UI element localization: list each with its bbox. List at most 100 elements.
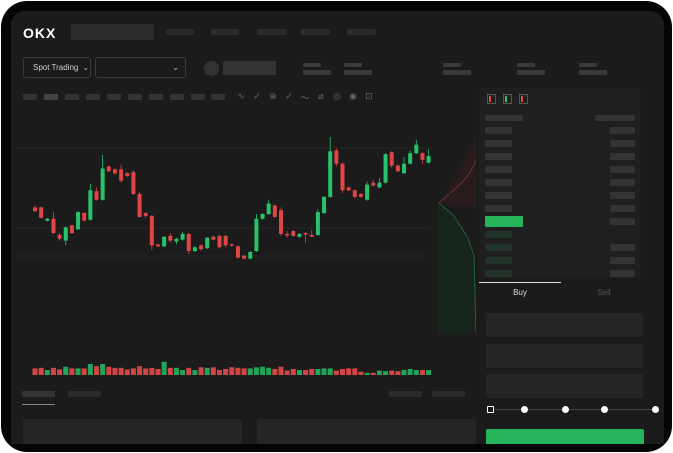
volume-bar bbox=[376, 370, 382, 375]
nav-item[interactable] bbox=[301, 29, 330, 35]
amount-slider[interactable] bbox=[491, 409, 656, 410]
stat-value bbox=[344, 70, 372, 75]
okx-logo[interactable]: OKX bbox=[23, 25, 57, 41]
timeframe-button[interactable] bbox=[44, 94, 58, 100]
volume-bar bbox=[137, 366, 143, 375]
tab-sell[interactable]: Sell bbox=[597, 288, 611, 297]
candle-body bbox=[408, 153, 413, 164]
assets-panel bbox=[257, 419, 476, 444]
candle-body bbox=[291, 231, 296, 236]
stat-value bbox=[303, 70, 331, 75]
filter-button[interactable] bbox=[432, 391, 465, 397]
volume-bar bbox=[296, 370, 302, 375]
book-price bbox=[485, 166, 512, 173]
timeframe-button[interactable] bbox=[128, 94, 142, 100]
candle-body bbox=[340, 163, 345, 191]
volume-bar bbox=[149, 367, 155, 375]
nav-item[interactable] bbox=[347, 29, 376, 35]
volume-bar bbox=[106, 366, 112, 375]
candle-body bbox=[235, 246, 240, 258]
search-bar[interactable] bbox=[71, 24, 154, 40]
stat-label bbox=[517, 63, 535, 67]
timeframe-button[interactable] bbox=[107, 94, 121, 100]
candle-body bbox=[156, 244, 160, 247]
candle-body bbox=[352, 190, 357, 197]
chart-tool-icon[interactable]: 〜 bbox=[300, 93, 310, 103]
chart-tool-icon[interactable]: ⌀ bbox=[318, 91, 324, 101]
volume-bar bbox=[167, 367, 173, 375]
slider-step[interactable] bbox=[521, 406, 528, 413]
volume-bar bbox=[69, 368, 75, 375]
book-price bbox=[485, 231, 512, 238]
candle-body bbox=[174, 238, 179, 242]
candlestick-chart[interactable] bbox=[16, 108, 476, 383]
chart-tool-icon[interactable]: ◎ bbox=[333, 91, 341, 101]
candle-body bbox=[402, 163, 406, 174]
volume-bar bbox=[253, 367, 259, 375]
tab-order-history[interactable] bbox=[68, 391, 101, 397]
tab-open-orders[interactable] bbox=[22, 391, 55, 397]
candle-body bbox=[63, 227, 68, 241]
nav-item[interactable] bbox=[211, 29, 239, 35]
timeframe-button[interactable] bbox=[149, 94, 163, 100]
chart-tool-icon[interactable]: ✓ bbox=[253, 91, 261, 101]
price-input[interactable] bbox=[486, 313, 643, 337]
volume-bar bbox=[44, 370, 50, 375]
chart-tool-icon[interactable]: ⊕ bbox=[269, 91, 277, 101]
candle-body bbox=[45, 218, 50, 221]
spot-trading-dropdown[interactable]: Spot Trading ⌄ bbox=[23, 57, 91, 78]
candle-body bbox=[371, 182, 376, 186]
timeframe-button[interactable] bbox=[191, 94, 205, 100]
volume-bar bbox=[333, 370, 339, 375]
candle-body bbox=[57, 234, 62, 239]
candle-body bbox=[94, 191, 99, 200]
amount-input[interactable] bbox=[486, 344, 643, 368]
nav-item[interactable] bbox=[257, 29, 286, 35]
candle-body bbox=[395, 165, 400, 172]
volume-bar bbox=[290, 368, 296, 375]
slider-step[interactable] bbox=[601, 406, 608, 413]
book-view-icon[interactable] bbox=[519, 94, 528, 104]
candle-body bbox=[266, 203, 271, 214]
total-input[interactable] bbox=[486, 374, 643, 398]
timeframe-button[interactable] bbox=[23, 94, 37, 100]
candle-body bbox=[223, 235, 228, 246]
book-price bbox=[485, 127, 512, 134]
timeframe-button[interactable] bbox=[65, 94, 79, 100]
slider-step[interactable] bbox=[652, 406, 659, 413]
timeframe-button[interactable] bbox=[211, 94, 225, 100]
volume-bar bbox=[260, 366, 266, 375]
chart-tool-icon[interactable]: ✓ bbox=[285, 91, 293, 101]
slider-step[interactable] bbox=[562, 406, 569, 413]
nav-item[interactable] bbox=[166, 29, 194, 35]
book-view-icon[interactable] bbox=[487, 94, 496, 104]
book-size bbox=[610, 270, 635, 277]
active-tab-indicator bbox=[22, 404, 55, 405]
book-view-icon[interactable] bbox=[503, 94, 512, 104]
book-price bbox=[485, 244, 512, 251]
filter-button[interactable] bbox=[389, 391, 422, 397]
candle-body bbox=[322, 196, 327, 214]
candle-body bbox=[69, 225, 74, 233]
chart-tool-icon[interactable]: ∿ bbox=[237, 91, 245, 101]
volume-bar bbox=[32, 368, 38, 375]
tab-buy[interactable]: Buy bbox=[513, 288, 527, 297]
buy-button[interactable] bbox=[486, 429, 644, 444]
order-book bbox=[479, 88, 641, 278]
pair-dropdown[interactable]: ⌄ bbox=[95, 57, 186, 78]
candle-body bbox=[414, 144, 419, 154]
slider-handle[interactable] bbox=[487, 406, 494, 413]
timeframe-button[interactable] bbox=[170, 94, 184, 100]
chart-tool-icon[interactable]: ⊡ bbox=[365, 91, 373, 101]
active-tab-indicator bbox=[479, 282, 561, 283]
timeframe-button[interactable] bbox=[86, 94, 100, 100]
volume-bar bbox=[217, 370, 222, 375]
volume-bar bbox=[340, 368, 345, 375]
volume-bar bbox=[75, 368, 81, 375]
candle-body bbox=[426, 156, 431, 163]
chart-tool-icon[interactable]: ◉ bbox=[349, 91, 357, 101]
volume-bar bbox=[247, 368, 253, 375]
volume-bar bbox=[198, 367, 204, 375]
volume-bar bbox=[57, 369, 63, 375]
candle-body bbox=[260, 214, 265, 219]
